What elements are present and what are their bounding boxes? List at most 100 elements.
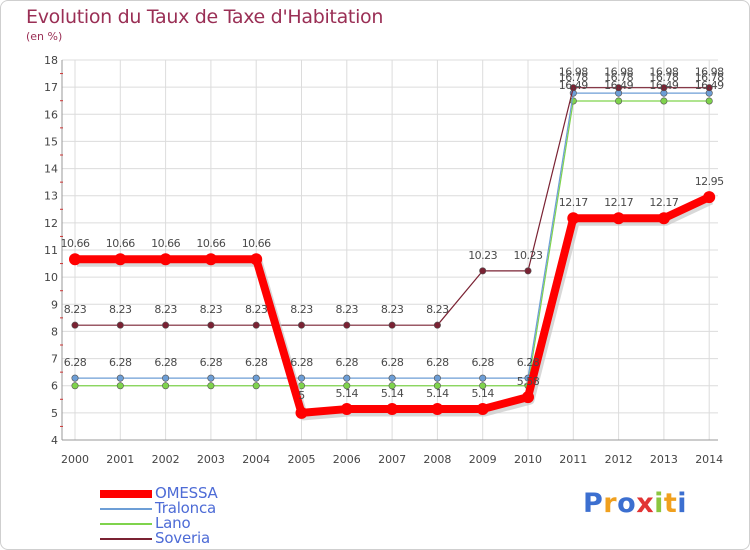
data-label-tralonca: 6.28	[154, 356, 177, 369]
data-point-lano	[388, 382, 396, 390]
x-tick-label-2005: 2005	[288, 453, 316, 466]
data-label-tralonca: 6.28	[381, 356, 404, 369]
data-point-soveria	[615, 84, 623, 92]
data-label-soveria: 8.23	[381, 303, 404, 316]
data-point-omessa	[204, 253, 217, 266]
data-point-soveria	[297, 321, 305, 329]
legend-swatch-tralonca	[100, 508, 152, 510]
data-point-omessa	[295, 406, 308, 419]
y-tick-label-8: 8	[51, 325, 58, 338]
data-point-tralonca	[252, 374, 260, 382]
data-label-omessa: 5.58	[517, 375, 540, 388]
data-label-soveria: 16.98	[604, 66, 633, 79]
legend-label-lano: Lano	[155, 514, 191, 532]
data-point-lano	[207, 382, 215, 390]
data-label-soveria: 10.23	[468, 249, 497, 262]
data-label-tralonca: 6.28	[426, 356, 449, 369]
data-label-omessa: 10.66	[106, 237, 135, 250]
x-tick-label-2004: 2004	[242, 453, 270, 466]
data-point-tralonca	[207, 374, 215, 382]
data-point-lano	[162, 382, 170, 390]
legend-swatch-omessa	[100, 490, 152, 498]
data-label-omessa: 5.14	[426, 387, 449, 400]
y-tick-label-13: 13	[44, 190, 58, 203]
y-tick-label-12: 12	[44, 217, 58, 230]
data-point-soveria	[116, 321, 124, 329]
data-point-omessa	[386, 403, 399, 416]
data-label-tralonca: 6.28	[471, 356, 494, 369]
data-label-omessa: 10.66	[61, 237, 90, 250]
data-point-lano	[252, 382, 260, 390]
data-point-omessa	[69, 253, 81, 266]
data-label-lano: 16.49	[649, 79, 678, 92]
y-tick-label-5: 5	[51, 407, 58, 420]
x-tick-label-2009: 2009	[469, 453, 497, 466]
data-point-soveria	[388, 321, 396, 329]
data-label-tralonca: 6.28	[109, 356, 132, 369]
data-point-tralonca	[343, 374, 351, 382]
x-tick-label-2002: 2002	[152, 453, 180, 466]
y-tick-label-7: 7	[51, 353, 58, 366]
data-label-tralonca: 16.78	[695, 71, 724, 84]
y-tick-label-15: 15	[44, 135, 58, 148]
data-point-soveria	[660, 84, 668, 92]
data-label-tralonca: 16.78	[604, 71, 633, 84]
data-point-soveria	[71, 321, 79, 329]
legend-label-soveria: Soveria	[155, 529, 210, 547]
x-tick-label-2013: 2013	[650, 453, 678, 466]
data-label-tralonca: 6.28	[517, 356, 540, 369]
y-tick-label-11: 11	[44, 244, 58, 257]
data-point-omessa	[703, 191, 716, 204]
legend-swatch-soveria	[100, 538, 152, 540]
data-label-omessa: 5	[298, 389, 305, 402]
logo-letter: x	[636, 488, 655, 519]
data-point-soveria	[479, 267, 487, 275]
data-point-soveria	[433, 321, 441, 329]
data-label-soveria: 8.23	[245, 303, 268, 316]
data-label-tralonca: 6.28	[336, 356, 359, 369]
data-label-omessa: 10.66	[151, 237, 180, 250]
data-point-tralonca	[433, 374, 441, 382]
data-label-omessa: 5.14	[471, 387, 494, 400]
data-point-omessa	[159, 253, 172, 266]
data-point-soveria	[705, 84, 713, 92]
logo-letter: o	[617, 488, 637, 519]
data-label-omessa: 12.17	[559, 196, 588, 209]
data-label-soveria: 8.23	[290, 303, 313, 316]
data-point-omessa	[114, 253, 127, 266]
y-tick-label-6: 6	[51, 380, 58, 393]
data-point-omessa	[522, 391, 534, 404]
logo-letter: i	[654, 488, 664, 519]
data-label-soveria: 8.23	[426, 303, 449, 316]
x-tick-label-2000: 2000	[61, 453, 89, 466]
data-label-lano: 16.49	[604, 79, 633, 92]
data-point-soveria	[162, 321, 170, 329]
data-label-tralonca: 6.28	[64, 356, 87, 369]
data-label-omessa: 12.17	[604, 196, 633, 209]
data-point-lano	[343, 382, 351, 390]
logo-letter: t	[663, 488, 678, 519]
x-tick-label-2007: 2007	[378, 453, 406, 466]
data-point-soveria	[343, 321, 351, 329]
data-point-lano	[705, 97, 713, 105]
x-tick-label-2014: 2014	[695, 453, 723, 466]
data-point-omessa	[431, 403, 444, 416]
data-point-tralonca	[479, 374, 487, 382]
proxiti-logo: Proxiti	[583, 488, 687, 519]
data-label-omessa: 12.17	[649, 196, 678, 209]
data-label-lano: 16.49	[695, 79, 724, 92]
chart-unit-label: (en %)	[26, 30, 63, 43]
data-label-omessa: 10.66	[196, 237, 225, 250]
legend-label-tralonca: Tralonca	[155, 499, 217, 517]
data-label-soveria: 16.98	[559, 66, 588, 79]
data-label-soveria: 8.23	[200, 303, 223, 316]
y-tick-label-14: 14	[44, 163, 58, 176]
data-label-omessa: 12.95	[695, 175, 724, 188]
y-tick-label-16: 16	[44, 108, 58, 121]
x-tick-label-2006: 2006	[333, 453, 361, 466]
data-point-omessa	[250, 253, 263, 266]
data-label-omessa: 5.14	[381, 387, 404, 400]
y-tick-label-4: 4	[51, 434, 58, 447]
